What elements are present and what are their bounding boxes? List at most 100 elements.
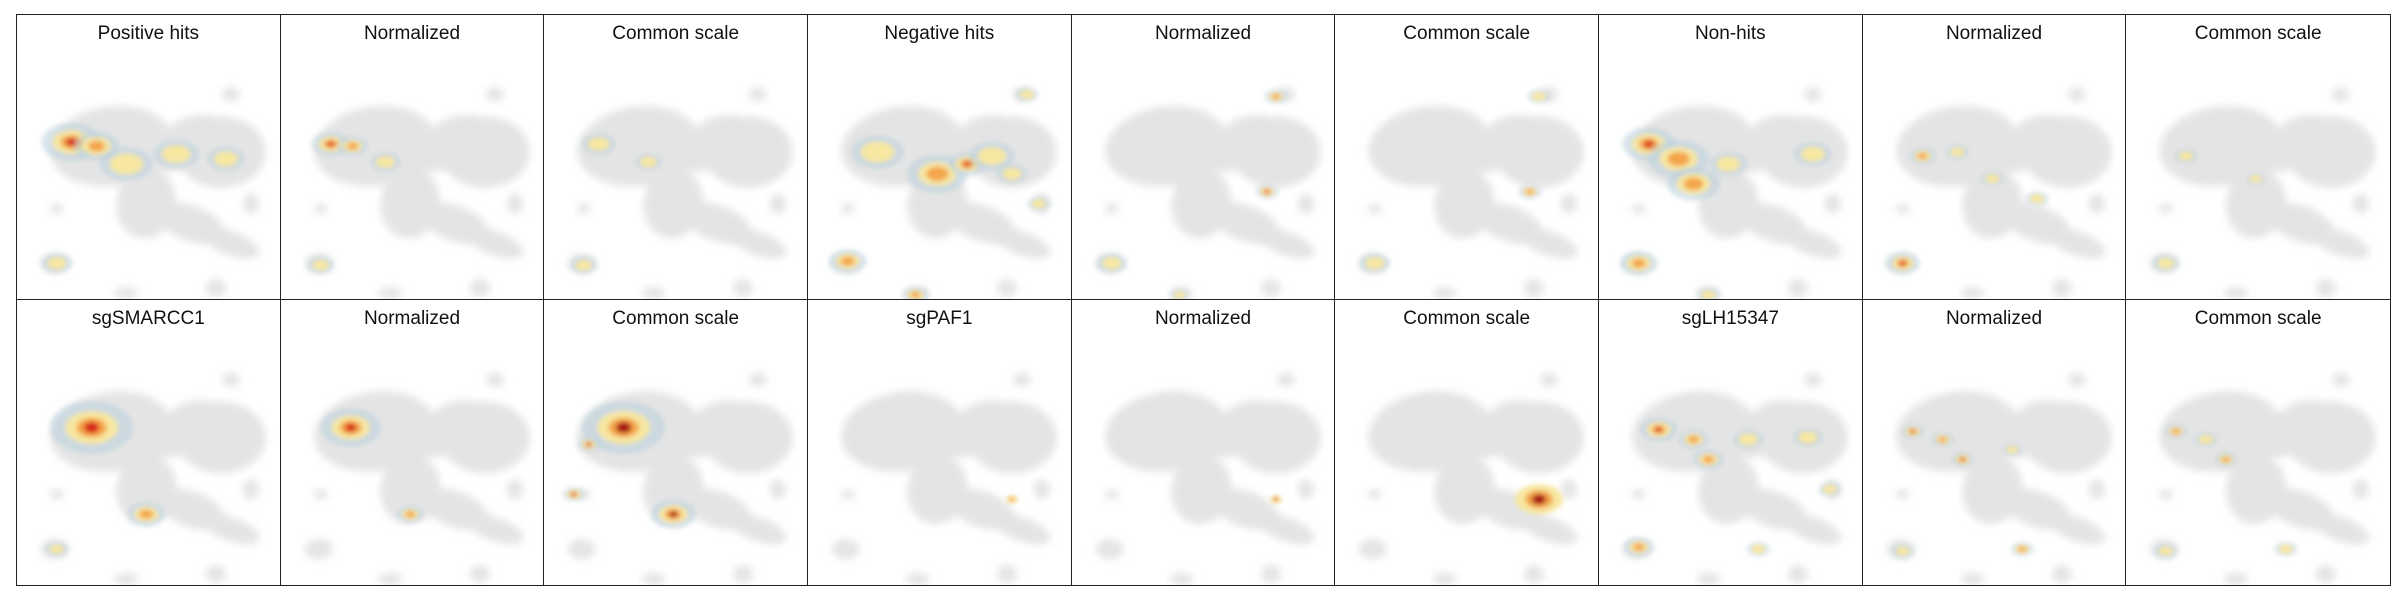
density-mid: [1532, 91, 1547, 101]
embedding-silhouette: [1359, 372, 1585, 585]
density-core: [926, 166, 949, 182]
embedding-silhouette: [1359, 87, 1585, 299]
cluster-region: [2224, 287, 2249, 299]
density-peak: [326, 141, 334, 147]
cluster-region: [304, 539, 333, 560]
cluster-region: [1276, 372, 1295, 387]
density-panel-grid: Positive hits Normalized Common scale Negat…: [16, 14, 2391, 586]
cluster-region: [202, 514, 260, 545]
cluster-region: [469, 279, 490, 298]
cluster-region: [1223, 400, 1279, 430]
density-core: [1702, 455, 1715, 464]
cluster-region: [2159, 489, 2174, 500]
cluster-region: [2332, 87, 2351, 102]
density-peak: [963, 161, 971, 167]
cluster-region: [1359, 539, 1388, 560]
density-peak: [572, 492, 577, 496]
cluster-region: [2278, 400, 2334, 430]
density-mid: [1984, 174, 2000, 184]
density-panel: Normalized: [280, 300, 545, 585]
density-peak: [587, 442, 592, 446]
density-mid: [1701, 290, 1716, 299]
density-map: [2150, 372, 2377, 585]
density-core: [139, 509, 154, 519]
density-panel: Normalized: [1862, 300, 2127, 585]
density-panel: Common scale: [1335, 15, 1599, 300]
density-map: [304, 87, 530, 299]
cluster-region: [770, 193, 787, 214]
density-mid: [47, 257, 67, 270]
cluster-region: [1784, 514, 1842, 545]
cluster-region: [168, 400, 224, 430]
cluster-region: [997, 279, 1017, 298]
cluster-region: [221, 87, 240, 102]
density-peak: [83, 422, 100, 434]
cluster-region: [831, 539, 860, 560]
cluster-region: [114, 287, 139, 299]
cluster-region: [2278, 114, 2334, 144]
embedding-silhouette: [304, 87, 530, 299]
density-hotspots: [1096, 89, 1287, 299]
density-mid: [1751, 544, 1766, 554]
density-hotspots: [562, 401, 697, 529]
cluster-region: [313, 489, 328, 500]
cluster-region: [49, 489, 64, 500]
density-core: [2222, 456, 2231, 463]
cluster-region: [2316, 279, 2337, 298]
density-mid: [2278, 544, 2294, 554]
density-map: [1095, 87, 1321, 299]
cluster-region: [2048, 228, 2105, 259]
cluster-region: [1750, 400, 1806, 430]
cluster-region: [1257, 514, 1314, 545]
cluster-region: [997, 565, 1017, 584]
density-core: [1271, 93, 1280, 100]
density-map: [40, 372, 266, 585]
cluster-region: [2316, 565, 2337, 584]
density-core: [1917, 152, 1928, 160]
density-map: [568, 87, 794, 299]
density-map: [1359, 372, 1585, 585]
density-mid: [1031, 199, 1046, 209]
cluster-region: [432, 114, 488, 144]
density-map: [831, 372, 1057, 585]
panel-title: Common scale: [612, 23, 740, 44]
cluster-region: [1803, 87, 1822, 102]
cluster-region: [1368, 489, 1383, 500]
density-panel: Non-hits: [1598, 15, 1863, 300]
density-mid: [588, 137, 610, 151]
density-hotspots: [2154, 424, 2298, 559]
density-mid: [49, 544, 64, 554]
cluster-region: [1750, 114, 1806, 144]
panel-title: Normalized: [1154, 308, 1252, 329]
density-hotspots: [1005, 495, 1018, 504]
density-mid: [1738, 433, 1758, 446]
embedding-silhouette: [1622, 372, 1848, 585]
cluster-region: [2353, 479, 2370, 500]
cluster-region: [242, 193, 259, 214]
density-core: [1667, 151, 1690, 167]
density-mid: [575, 260, 593, 271]
density-panel: Normalized: [1071, 300, 1336, 585]
cluster-region: [1033, 479, 1050, 500]
embedding-silhouette: [568, 87, 794, 299]
density-mid: [2005, 445, 2018, 454]
cluster-region: [2332, 372, 2351, 387]
density-peak: [1273, 498, 1278, 501]
cluster-region: [2051, 279, 2072, 298]
panel-title: Common scale: [2194, 308, 2322, 329]
density-peak: [1910, 430, 1915, 434]
density-mid: [1822, 484, 1837, 494]
density-mid: [312, 260, 329, 271]
density-mid: [1101, 257, 1122, 270]
embedding-silhouette: [304, 372, 530, 585]
density-mid: [2159, 546, 2174, 556]
density-core: [2172, 428, 2181, 435]
cluster-region: [2224, 573, 2249, 585]
density-mid: [2029, 194, 2044, 204]
cluster-region: [466, 514, 523, 545]
density-hotspots: [570, 133, 663, 274]
cluster-region: [313, 203, 328, 214]
cluster-region: [1520, 514, 1578, 545]
density-core: [1526, 189, 1535, 195]
cluster-region: [202, 228, 260, 259]
